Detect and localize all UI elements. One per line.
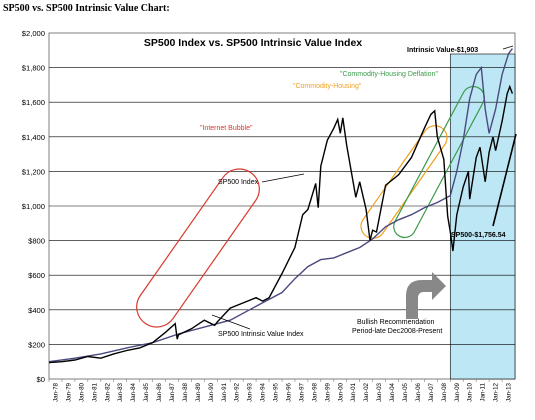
intrinsic-label-leader [211,314,251,330]
x-tick-label: Jan-05 [402,382,409,401]
x-tick-label: Jan-99 [324,382,331,401]
x-tick-label: Jan-07 [428,382,435,401]
x-tick-label: Jan-79 [65,382,72,401]
x-tick-label: Jan-13 [506,382,513,401]
trend-line [492,133,517,227]
y-tick-label: $600 [28,271,45,280]
x-tick-label: Jan-93 [247,382,254,401]
x-tick-label: Jan-78 [52,382,59,401]
x-tick-label: Jan-08 [441,382,448,401]
x-tick-label: Jan-80 [78,382,85,401]
y-tick-label: $1,200 [22,167,45,176]
x-tick-label: Jan-95 [273,382,280,401]
commodity-housing-deflation-label: "Commodity-Housing Deflation" [340,71,438,78]
y-tick-label: $1,000 [22,202,45,211]
intrinsic-callout-leader [502,45,514,50]
x-tick-label: Jan-10 [467,382,474,401]
page-title: SP500 vs. SP500 Intrinsic Value Chart: [3,3,170,14]
x-tick-label: Jan-94 [260,382,267,401]
x-tick-label: Jan-91 [221,382,228,401]
bullish-arrow-icon [406,272,446,319]
internet-bubble-label: "Internet Bubble" [200,125,253,132]
x-tick-label: Jan-97 [298,382,305,401]
chart: $0 $200 $400 $600 $800 $1,000 $1,200 $1,400 $1,6… [22,29,517,402]
y-tick-label: $200 [28,340,45,349]
commodity-housing-label: "Commodity-Housing" [293,83,362,90]
y-tick-label: $1,400 [22,133,45,142]
intrinsic-value-callout: Intrinsic Value-$1,903 [407,47,478,54]
y-tick-label: $800 [28,237,45,246]
x-tick-label: Jan-90 [208,382,215,401]
sp500-value-callout: SP500-$1,756.54 [451,232,506,239]
x-tick-label: Jan-81 [91,382,98,401]
intrinsic-value-series-label: SP500 Intrinsic Value Index [218,331,304,338]
x-tick-label: Jan-01 [350,382,357,401]
x-tick-label: Jan-04 [389,382,396,401]
commodity-housing-deflation-outline [393,85,485,239]
x-tick-label: Jan-02 [363,382,370,401]
x-tick-label: Jan-12 [493,382,500,401]
internet-bubble-outline [136,168,260,328]
y-tick-label: $2,000 [22,29,45,38]
x-tick-label: Jan-85 [143,382,150,401]
commodity-housing-outline [360,125,448,239]
x-axis: Jan-78 Jan-79 Jan-80 Jan-81 Jan-82 Jan-83 Jan-… [48,379,513,402]
y-tick-label: $1,800 [22,64,45,73]
x-tick-label: Jan-98 [311,382,318,401]
x-tick-label: Jan-96 [285,382,292,401]
chart-title: SP500 Index vs. SP500 Intrinsic Value In… [144,37,362,49]
x-tick-label: Jan-00 [337,382,344,401]
x-tick-label: Jan-83 [117,382,124,401]
x-tick-label: Jan-09 [454,382,461,401]
grid-lines [49,67,515,345]
y-tick-label: $1,600 [22,98,45,107]
x-tick-label: Jan-87 [169,382,176,401]
y-axis: $0 $200 $400 $600 $800 $1,000 $1,200 $1,400 $1,6… [22,29,45,384]
x-tick-label: Jan-03 [376,382,383,401]
sp500-label-leader [261,173,305,183]
bullish-recommendation-label: Bullish Recommendation [357,319,435,326]
x-tick-label: Jan-92 [234,382,241,401]
x-tick-label: Jan-84 [130,382,137,401]
x-tick-label: Jan-86 [156,382,163,401]
x-tick-label: Jan-06 [415,382,422,401]
x-tick-label: Jan-82 [104,382,111,401]
y-tick-label: $0 [37,375,45,384]
x-tick-label: Jan-88 [182,382,189,401]
x-tick-label: Jan-89 [195,382,202,401]
y-tick-label: $400 [28,306,45,315]
x-tick-label: Jan-11 [480,382,487,401]
bullish-period-label: Period-late Dec2008-Present [352,328,442,335]
sp500-series-label: SP500 Index [218,179,259,186]
series-line-sp500 [48,84,514,364]
series-line-intrinsic-value [48,48,513,363]
